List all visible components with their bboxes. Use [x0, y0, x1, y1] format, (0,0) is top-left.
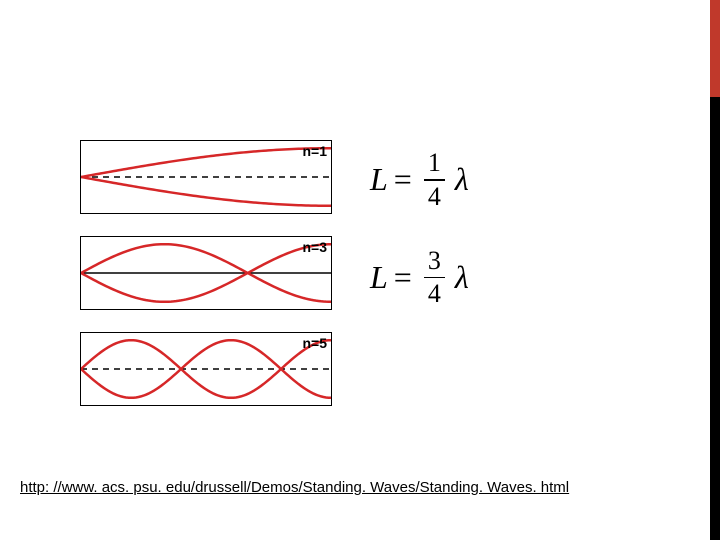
- wave-box-n1: n=1: [80, 140, 332, 214]
- eq-lhs: L: [370, 161, 388, 198]
- equations: L=14λL=34λ: [370, 150, 469, 345]
- wave-box-n5: n=5: [80, 332, 332, 406]
- accent-bar-top: [710, 0, 720, 97]
- equation: L=34λ: [370, 248, 469, 308]
- source-link[interactable]: http: //www. acs. psu. edu/drussell/Demo…: [20, 479, 569, 496]
- eq-denominator: 4: [424, 184, 445, 210]
- eq-fraction: 14: [424, 150, 445, 210]
- accent-bar-bottom: [710, 97, 720, 540]
- wave-diagrams: n=1 n=3 n=5: [80, 140, 332, 428]
- wave-label: n=5: [302, 335, 327, 351]
- eq-numerator: 1: [424, 150, 445, 176]
- wave-label: n=1: [302, 143, 327, 159]
- fraction-bar: [424, 277, 445, 279]
- equals-sign: =: [394, 161, 412, 198]
- eq-fraction: 34: [424, 248, 445, 308]
- wave-label: n=3: [302, 239, 327, 255]
- eq-numerator: 3: [424, 248, 445, 274]
- equals-sign: =: [394, 259, 412, 296]
- wave-box-n3: n=3: [80, 236, 332, 310]
- fraction-bar: [424, 179, 445, 181]
- equation: L=14λ: [370, 150, 469, 210]
- eq-denominator: 4: [424, 281, 445, 307]
- eq-lhs: L: [370, 259, 388, 296]
- lambda-symbol: λ: [455, 259, 469, 296]
- lambda-symbol: λ: [455, 161, 469, 198]
- accent-bar: [710, 0, 720, 540]
